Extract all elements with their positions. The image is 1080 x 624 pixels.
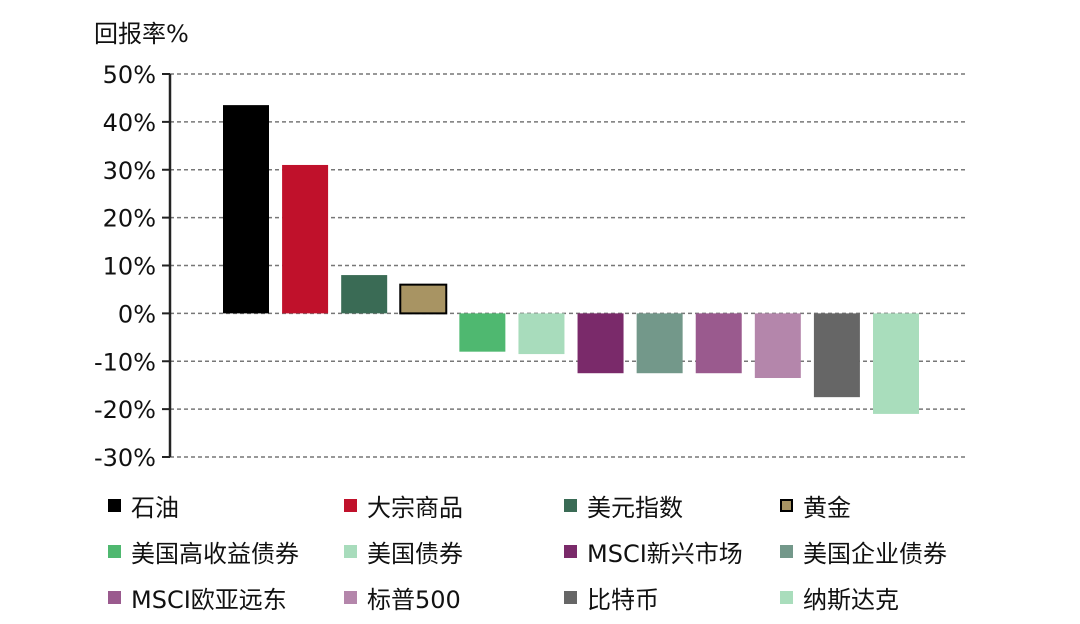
legend-item: 美元指数 <box>564 490 683 522</box>
y-tick-label: 30% <box>103 157 156 185</box>
legend-item: MSCI新兴市场 <box>564 536 743 568</box>
y-axis: 50% 40% 30% 20% 10% 0% -10% -20% -30% <box>94 61 172 472</box>
legend-item: 大宗商品 <box>344 490 463 522</box>
legend-label: 纳斯达克 <box>803 585 899 614</box>
legend-label: 美国高收益债券 <box>131 539 299 568</box>
legend-item: 标普500 <box>344 582 461 614</box>
bar <box>813 313 860 398</box>
legend-swatch <box>780 590 793 604</box>
y-tick-label: 40% <box>103 109 156 137</box>
bar <box>754 313 801 379</box>
legend-swatch <box>564 590 577 604</box>
bar <box>341 275 388 314</box>
y-tick-label: -20% <box>94 396 156 424</box>
legend-item: 比特币 <box>564 582 659 614</box>
legend-label: 标普500 <box>367 585 461 614</box>
bar <box>282 164 329 314</box>
legend-label: MSCI欧亚远东 <box>131 585 287 614</box>
legend-item: 美国债券 <box>344 536 463 568</box>
bar <box>577 313 624 374</box>
legend-item: 纳斯达克 <box>780 582 899 614</box>
legend-label: 石油 <box>131 493 179 522</box>
legend-swatch <box>108 498 121 512</box>
legend-label: 大宗商品 <box>367 493 463 522</box>
y-axis-title: 回报率% <box>94 20 189 48</box>
legend-swatch <box>344 590 357 604</box>
legend-swatch <box>564 498 577 512</box>
legend-swatch <box>564 544 577 558</box>
bar <box>223 105 269 314</box>
bars <box>223 105 919 414</box>
y-tick-label: 50% <box>103 61 156 89</box>
legend-item: MSCI欧亚远东 <box>108 582 287 614</box>
bar <box>695 313 742 374</box>
legend-item: 美国企业债券 <box>780 536 947 568</box>
bar <box>873 313 919 414</box>
legend-item: 石油 <box>108 490 179 522</box>
legend-swatch <box>108 544 121 558</box>
bar <box>518 313 565 355</box>
bar <box>399 283 448 315</box>
legend-label: 黄金 <box>803 493 851 522</box>
y-tick-label: -30% <box>94 444 156 472</box>
legend-label: 比特币 <box>587 585 659 614</box>
legend-item: 美国高收益债券 <box>108 536 299 568</box>
bar <box>636 313 683 374</box>
legend-swatch <box>108 590 121 604</box>
legend-swatch <box>780 544 793 558</box>
y-tick-label: 20% <box>103 205 156 233</box>
legend-swatch <box>344 498 357 512</box>
legend-label: 美国企业债券 <box>803 539 947 568</box>
y-tick-label: 10% <box>103 253 156 281</box>
legend-label: 美元指数 <box>587 493 683 522</box>
legend-label: MSCI新兴市场 <box>587 539 743 568</box>
legend-swatch <box>780 498 793 512</box>
legend-label: 美国债券 <box>367 539 463 568</box>
y-tick-label: 0% <box>118 300 156 328</box>
y-tick-label: -10% <box>94 348 156 376</box>
legend-item: 黄金 <box>780 490 851 522</box>
legend-swatch <box>344 544 357 558</box>
bar <box>459 313 506 352</box>
